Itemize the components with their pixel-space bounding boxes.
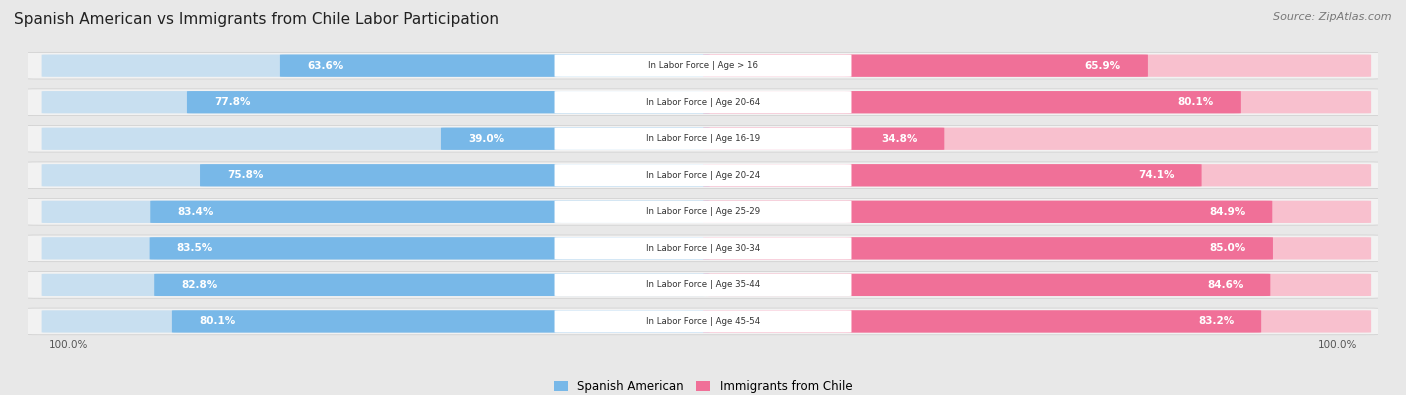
Text: 83.2%: 83.2% [1198, 316, 1234, 326]
FancyBboxPatch shape [42, 128, 710, 150]
Text: 65.9%: 65.9% [1085, 61, 1121, 71]
FancyBboxPatch shape [554, 310, 852, 333]
FancyBboxPatch shape [703, 237, 1272, 260]
FancyBboxPatch shape [21, 235, 1385, 262]
FancyBboxPatch shape [21, 125, 1385, 152]
FancyBboxPatch shape [703, 201, 1272, 223]
FancyBboxPatch shape [703, 91, 1371, 113]
Text: 74.1%: 74.1% [1137, 170, 1174, 180]
FancyBboxPatch shape [42, 201, 710, 223]
Text: In Labor Force | Age 45-54: In Labor Force | Age 45-54 [645, 317, 761, 326]
FancyBboxPatch shape [21, 52, 1385, 79]
Text: 80.1%: 80.1% [1178, 97, 1213, 107]
Text: Spanish American vs Immigrants from Chile Labor Participation: Spanish American vs Immigrants from Chil… [14, 12, 499, 27]
FancyBboxPatch shape [21, 198, 1385, 225]
Text: 100.0%: 100.0% [1319, 340, 1358, 350]
FancyBboxPatch shape [149, 237, 710, 260]
FancyBboxPatch shape [703, 164, 1371, 186]
Text: In Labor Force | Age 25-29: In Labor Force | Age 25-29 [645, 207, 761, 216]
Text: 85.0%: 85.0% [1209, 243, 1246, 253]
FancyBboxPatch shape [703, 55, 1371, 77]
FancyBboxPatch shape [21, 89, 1385, 116]
FancyBboxPatch shape [21, 271, 1385, 298]
Text: 80.1%: 80.1% [198, 316, 235, 326]
FancyBboxPatch shape [554, 164, 852, 186]
FancyBboxPatch shape [554, 55, 852, 77]
Text: In Labor Force | Age 20-24: In Labor Force | Age 20-24 [645, 171, 761, 180]
Text: 75.8%: 75.8% [226, 170, 263, 180]
FancyBboxPatch shape [42, 237, 710, 260]
Text: 100.0%: 100.0% [48, 340, 87, 350]
FancyBboxPatch shape [703, 55, 1147, 77]
Text: In Labor Force | Age 16-19: In Labor Force | Age 16-19 [645, 134, 761, 143]
FancyBboxPatch shape [42, 91, 710, 113]
Text: 34.8%: 34.8% [882, 134, 917, 144]
Text: 83.5%: 83.5% [177, 243, 212, 253]
Text: In Labor Force | Age 20-64: In Labor Force | Age 20-64 [645, 98, 761, 107]
Text: 83.4%: 83.4% [177, 207, 214, 217]
Legend: Spanish American, Immigrants from Chile: Spanish American, Immigrants from Chile [550, 376, 856, 395]
FancyBboxPatch shape [554, 91, 852, 113]
FancyBboxPatch shape [554, 201, 852, 223]
Text: 84.9%: 84.9% [1209, 207, 1246, 217]
FancyBboxPatch shape [703, 310, 1261, 333]
FancyBboxPatch shape [554, 237, 852, 260]
FancyBboxPatch shape [150, 201, 710, 223]
FancyBboxPatch shape [21, 162, 1385, 189]
FancyBboxPatch shape [280, 55, 710, 77]
FancyBboxPatch shape [703, 237, 1371, 260]
FancyBboxPatch shape [42, 310, 710, 333]
FancyBboxPatch shape [21, 308, 1385, 335]
FancyBboxPatch shape [42, 164, 710, 186]
FancyBboxPatch shape [703, 201, 1371, 223]
Text: 84.6%: 84.6% [1206, 280, 1243, 290]
FancyBboxPatch shape [155, 274, 710, 296]
Text: In Labor Force | Age 35-44: In Labor Force | Age 35-44 [645, 280, 761, 290]
FancyBboxPatch shape [172, 310, 710, 333]
FancyBboxPatch shape [42, 274, 710, 296]
Text: In Labor Force | Age > 16: In Labor Force | Age > 16 [648, 61, 758, 70]
Text: 77.8%: 77.8% [214, 97, 250, 107]
FancyBboxPatch shape [554, 128, 852, 150]
FancyBboxPatch shape [703, 128, 945, 150]
Text: In Labor Force | Age 30-34: In Labor Force | Age 30-34 [645, 244, 761, 253]
Text: Source: ZipAtlas.com: Source: ZipAtlas.com [1274, 12, 1392, 22]
FancyBboxPatch shape [554, 274, 852, 296]
FancyBboxPatch shape [703, 274, 1371, 296]
FancyBboxPatch shape [703, 310, 1371, 333]
Text: 63.6%: 63.6% [307, 61, 343, 71]
FancyBboxPatch shape [703, 164, 1202, 186]
Text: 39.0%: 39.0% [468, 134, 505, 144]
FancyBboxPatch shape [42, 55, 710, 77]
FancyBboxPatch shape [703, 274, 1270, 296]
FancyBboxPatch shape [703, 128, 1371, 150]
FancyBboxPatch shape [200, 164, 710, 186]
FancyBboxPatch shape [187, 91, 710, 113]
FancyBboxPatch shape [703, 91, 1241, 113]
FancyBboxPatch shape [441, 128, 710, 150]
Text: 82.8%: 82.8% [181, 280, 218, 290]
